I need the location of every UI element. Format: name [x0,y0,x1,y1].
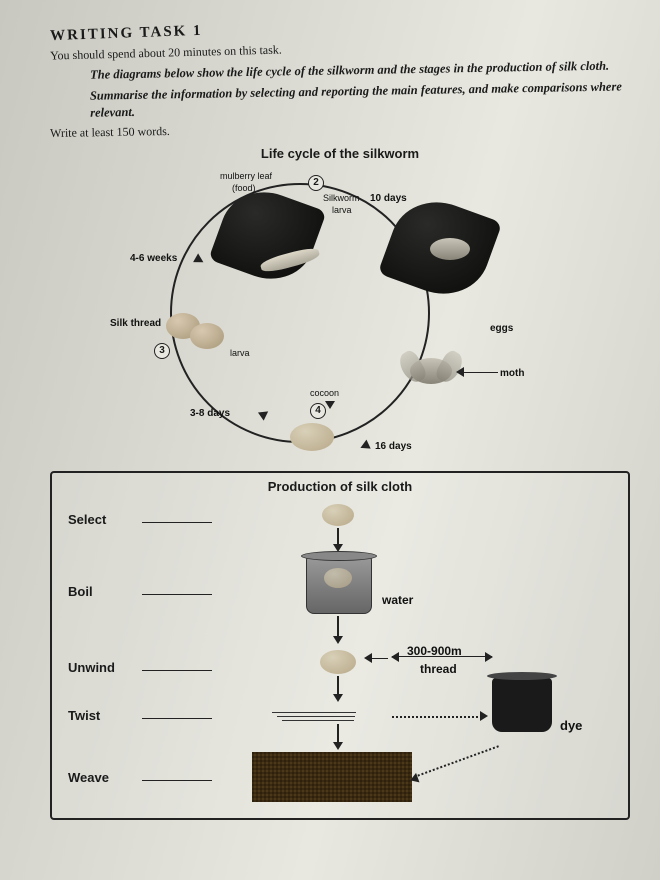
varrow-4 [333,742,343,750]
stage-number-4: 4 [310,403,326,419]
label-16-days: 16 days [375,441,412,452]
step-unwind: Unwind [68,660,115,675]
label-thread: thread [420,662,457,676]
line-boil [142,594,212,595]
production-box: Production of silk cloth Select Boil Unw… [50,471,630,820]
dotline-from-dye [414,745,499,778]
vline-3 [337,676,339,696]
unwind-cocoon [320,650,356,674]
varrow-2 [333,636,343,644]
label-dye: dye [560,718,582,733]
stage-number-3: 3 [154,343,170,359]
production-title: Production of silk cloth [62,479,618,494]
label-larva-sub: larva [332,205,352,215]
stage-number-2: 2 [308,175,324,191]
label-silkworm: Silkworm [323,193,360,203]
step-twist: Twist [68,708,100,723]
line-select [142,522,212,523]
label-water: water [382,593,413,607]
label-larva: larva [230,348,250,358]
label-food: (food) [232,183,256,193]
step-select: Select [68,512,106,527]
dotline-to-dye [392,716,482,718]
label-3-8-days: 3-8 days [190,408,230,419]
production-diagram: Select Boil Unwind Twist Weave water 300… [62,498,618,808]
cocoon-in-pot [324,568,352,588]
lifecycle-title: Life cycle of the silkworm [50,146,630,161]
label-cocoon: cocoon [310,388,339,398]
arrow-down-cocoon [325,401,335,409]
label-4-6-weeks: 4-6 weeks [130,253,177,264]
silk-cocoon-2 [190,323,224,349]
moth-pointer-arrow [456,367,464,377]
line-unwind [142,670,212,671]
label-ten-days: 10 days [370,193,407,204]
twist-2 [277,716,407,717]
twist-3 [282,720,402,721]
woven-fabric [252,752,412,802]
varrow-3 [333,694,343,702]
lifecycle-diagram: 1 2 3 4 eggs 10 days mulberry leaf (food… [110,163,570,463]
vline-4 [337,724,339,744]
cocoon-shape [290,423,334,451]
line-weave [142,780,212,781]
moth-on-leaf [430,238,470,260]
dye-pot [492,678,552,732]
prompt-paragraph-2: Summarise the information by selecting a… [90,78,631,121]
line-twist [142,718,212,719]
label-thread-len: 300-900m [407,644,462,658]
label-silk-thread: Silk thread [110,318,161,329]
twist-1 [272,712,412,713]
arrow-to-dye [480,711,488,721]
label-moth: moth [500,368,524,379]
step-weave: Weave [68,770,109,785]
label-mulberry: mulberry leaf [220,171,272,181]
label-eggs: eggs [490,323,513,334]
vline-2 [337,616,339,638]
select-cocoon [322,504,354,526]
arrow-br [358,439,370,452]
step-boil: Boil [68,584,93,599]
thread-pointer-arrow [364,653,372,663]
moth-pointer [460,372,498,373]
